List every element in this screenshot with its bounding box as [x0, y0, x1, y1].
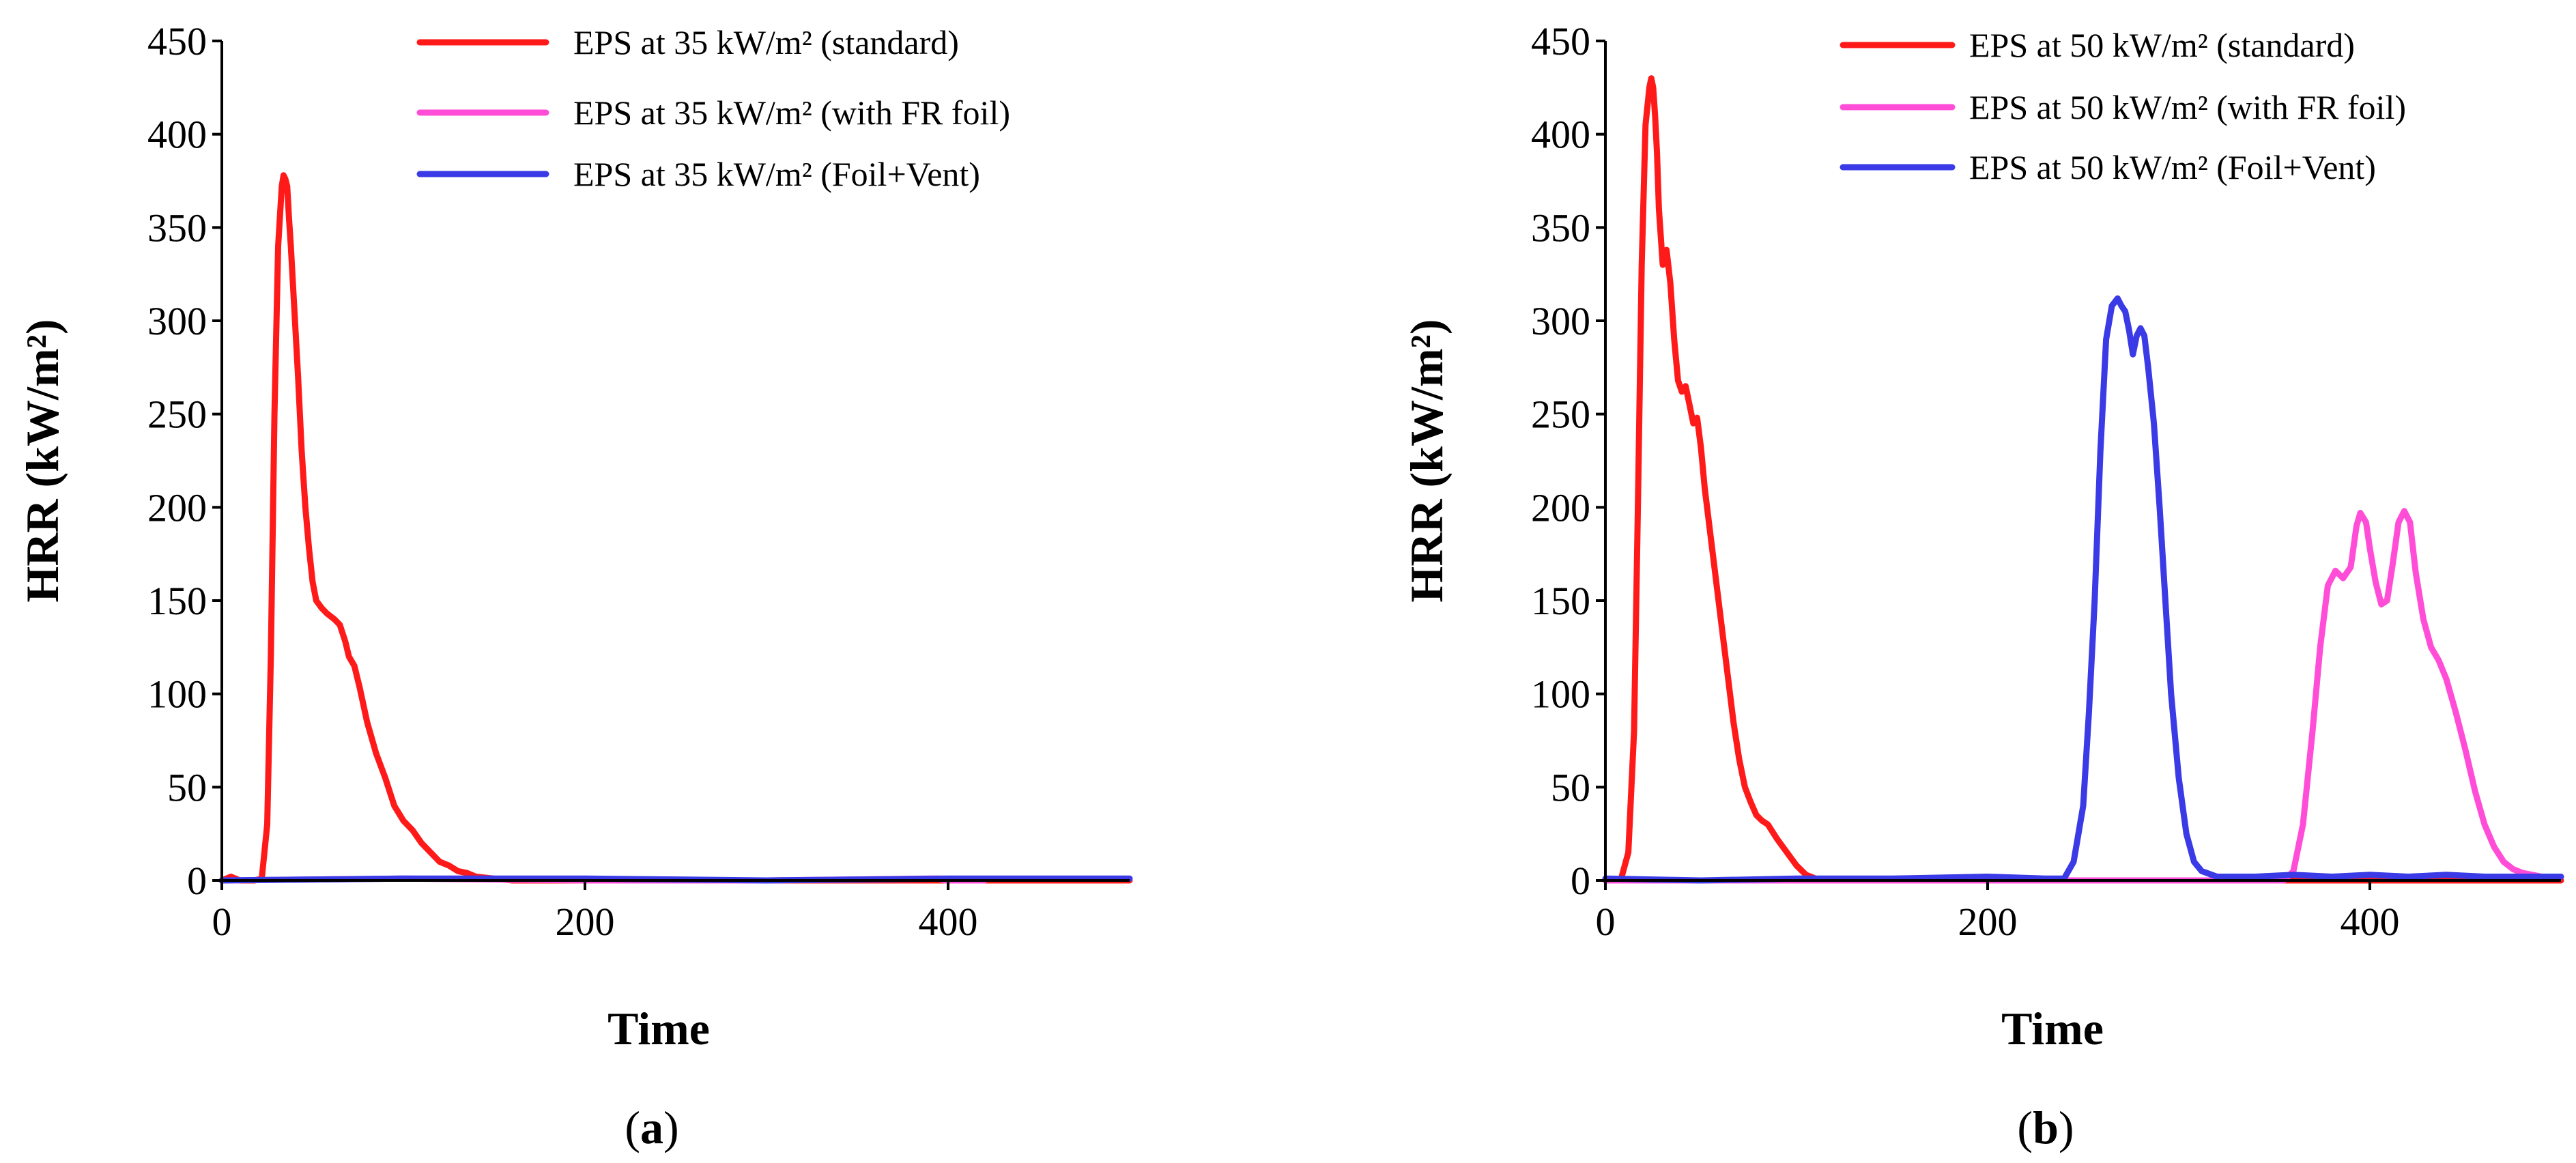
y-tick-label: 400 — [147, 113, 207, 157]
y-tick-label: 50 — [1551, 765, 1590, 809]
panel-letter-b: b — [2033, 1102, 2059, 1153]
y-tick-labels: 0 50 100 150 200 250 300 350 400 450 — [147, 19, 207, 903]
tick-marks — [212, 40, 949, 890]
x-tick-label: 0 — [212, 900, 232, 944]
panel-letter-a: a — [640, 1102, 663, 1153]
y-tick-label: 250 — [1531, 392, 1590, 437]
legend: EPS at 50 kW/m² (standard) EPS at 50 kW/… — [1840, 26, 2406, 186]
panel-label-b: (b) — [2017, 1102, 2074, 1153]
y-tick-label: 450 — [147, 19, 207, 63]
y-tick-label: 200 — [147, 485, 207, 530]
x-axis-title: Time — [607, 1003, 710, 1054]
series-line-3 — [1602, 295, 2564, 884]
y-tick-label: 150 — [147, 579, 207, 623]
y-tick-label: 100 — [1531, 672, 1590, 717]
y-tick-label: 400 — [1531, 113, 1590, 157]
y-tick-labels: 0 50 100 150 200 250 300 350 400 450 — [1531, 19, 1590, 903]
x-tick-label: 200 — [1958, 900, 2018, 944]
x-tick-labels: 0 200 400 — [1596, 900, 2400, 944]
legend-label-foil-vent: EPS at 35 kW/m² (Foil+Vent) — [573, 155, 980, 193]
y-tick-label: 150 — [1531, 579, 1590, 623]
panel-label-a: (a) — [625, 1102, 678, 1153]
x-tick-label: 400 — [2341, 900, 2400, 944]
tick-marks — [1596, 40, 2371, 890]
legend-label-standard: EPS at 35 kW/m² (standard) — [573, 23, 959, 61]
series-lines — [218, 172, 1133, 884]
legend-entry-fr-foil: EPS at 35 kW/m² (with FR foil) — [416, 94, 1010, 132]
legend-entry-fr-foil: EPS at 50 kW/m² (with FR foil) — [1840, 88, 2406, 126]
series-line-1 — [218, 172, 1133, 884]
legend-entry-foil-vent: EPS at 35 kW/m² (Foil+Vent) — [416, 155, 980, 193]
legend-label-fr-foil: EPS at 50 kW/m² (with FR foil) — [1969, 88, 2406, 126]
chart-panel-b: 0 50 100 150 200 250 300 350 400 450 0 200 400 HRR … — [1401, 19, 2564, 1153]
y-tick-label: 200 — [1531, 485, 1590, 530]
series-line-1 — [1602, 75, 2564, 884]
plot-area — [1596, 40, 2564, 890]
y-tick-label: 450 — [1531, 19, 1590, 63]
y-tick-label: 300 — [147, 299, 207, 343]
y-tick-label: 350 — [147, 205, 207, 250]
y-tick-label: 250 — [147, 392, 207, 437]
x-tick-label: 400 — [919, 900, 978, 944]
x-tick-labels: 0 200 400 — [212, 900, 978, 944]
y-tick-label: 100 — [147, 672, 207, 717]
y-axis-title: HRR (kW/m²) — [1401, 319, 1452, 602]
legend-label-fr-foil: EPS at 35 kW/m² (with FR foil) — [573, 94, 1010, 132]
series-line-2 — [1602, 508, 2564, 884]
y-tick-label: 350 — [1531, 205, 1590, 250]
x-tick-label: 200 — [556, 900, 615, 944]
y-tick-label: 300 — [1531, 299, 1590, 343]
chart-panel-a: 0 50 100 150 200 250 300 350 400 450 0 200 400 HRR … — [16, 19, 1133, 1153]
y-tick-label: 0 — [1571, 859, 1590, 903]
legend-entry-foil-vent: EPS at 50 kW/m² (Foil+Vent) — [1840, 148, 2376, 186]
series-lines — [1602, 75, 2564, 884]
x-tick-label: 0 — [1596, 900, 1616, 944]
y-tick-label: 50 — [167, 765, 207, 809]
legend-entry-standard: EPS at 50 kW/m² (standard) — [1840, 26, 2355, 64]
y-tick-label: 0 — [187, 859, 207, 903]
y-axis-title: HRR (kW/m²) — [16, 319, 68, 602]
x-axis-title: Time — [2001, 1003, 2104, 1054]
plot-area — [212, 40, 1133, 890]
legend: EPS at 35 kW/m² (standard) EPS at 35 kW/… — [416, 23, 1010, 193]
legend-label-foil-vent: EPS at 50 kW/m² (Foil+Vent) — [1969, 148, 2376, 186]
legend-entry-standard: EPS at 35 kW/m² (standard) — [416, 23, 959, 61]
legend-label-standard: EPS at 50 kW/m² (standard) — [1969, 26, 2355, 64]
